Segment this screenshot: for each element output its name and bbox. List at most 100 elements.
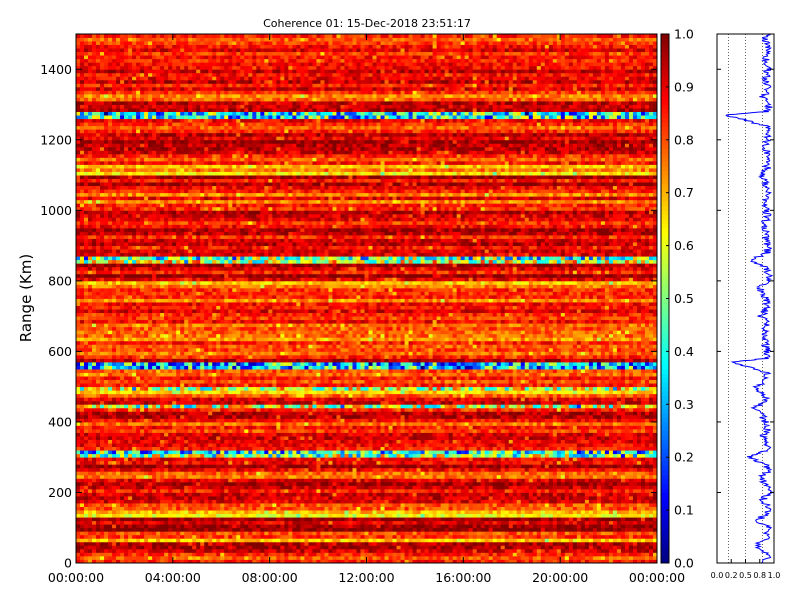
heatmap-cell [356,542,360,546]
heatmap-cell [621,552,625,556]
heatmap-cell [445,549,449,553]
heatmap-cell [409,521,413,525]
heatmap-cell [425,524,429,528]
heatmap-cell [613,531,617,535]
heatmap-cell [328,524,332,528]
heatmap-cell [292,531,296,535]
heatmap-cell [509,542,513,546]
heatmap-cell [88,521,92,525]
heatmap-cell [228,549,232,553]
heatmap-cell [413,552,417,556]
heatmap-cell [216,528,220,532]
heatmap-cell [457,549,461,553]
heatmap-cell [421,556,425,560]
heatmap-cell [477,545,481,549]
heatmap-cell [188,521,192,525]
heatmap-cell [581,549,585,553]
heatmap-cell [401,538,405,542]
heatmap-cell [589,521,593,525]
heatmap-cell [332,538,336,542]
heatmap-cell [120,531,124,535]
heatmap-cell [144,556,148,560]
heatmap-cell [409,552,413,556]
heatmap-cell [649,535,653,539]
heatmap-cell [397,531,401,535]
heatmap-cell [585,524,589,528]
heatmap-cell [112,535,116,539]
heatmap-cell [433,524,437,528]
heatmap-cell [196,556,200,560]
heatmap-cell [188,552,192,556]
heatmap-cell [236,528,240,532]
heatmap-cell [244,545,248,549]
heatmap-cell [88,542,92,546]
heatmap-cell [481,528,485,532]
heatmap-cell [469,545,473,549]
heatmap-cell [477,549,481,553]
heatmap-cell [280,531,284,535]
heatmap-cell [393,552,397,556]
heatmap-cell [377,556,381,560]
heatmap-cell [168,521,172,525]
heatmap-cell [513,545,517,549]
heatmap-cell [216,556,220,560]
heatmap-cell [429,552,433,556]
heatmap-cell [344,535,348,539]
heatmap-cell [156,545,160,549]
heatmap-cell [260,556,264,560]
heatmap-cell [633,542,637,546]
heatmap-cell [168,545,172,549]
heatmap-cell [365,521,369,525]
heatmap-cell [324,549,328,553]
heatmap-cell [493,552,497,556]
heatmap-cell [304,538,308,542]
heatmap-cell [348,542,352,546]
heatmap-cell [208,556,212,560]
heatmap-cell [200,552,204,556]
heatmap-cell [320,552,324,556]
heatmap-cell [324,542,328,546]
heatmap-cell [200,556,204,560]
heatmap-cell [577,549,581,553]
heatmap-cell [545,535,549,539]
heatmap-cell [421,552,425,556]
heatmap-cell [236,531,240,535]
heatmap-cell [581,556,585,560]
heatmap-cell [268,531,272,535]
heatmap-cell [120,535,124,539]
heatmap-cell [413,528,417,532]
heatmap-cell [296,549,300,553]
heatmap-cell [625,556,629,560]
heatmap-cell [629,552,633,556]
heatmap-cell [581,538,585,542]
heatmap-cell [577,545,581,549]
heatmap-cell [76,528,80,532]
heatmap-cell [344,549,348,553]
heatmap-cell [585,545,589,549]
heatmap-cell [244,552,248,556]
heatmap-cell [164,545,168,549]
heatmap-cell [108,521,112,525]
heatmap-cell [385,538,389,542]
heatmap-cell [216,531,220,535]
heatmap-cell [477,535,481,539]
heatmap-cell [208,535,212,539]
heatmap-cell [344,528,348,532]
heatmap-cell [521,521,525,525]
heatmap-cell [401,535,405,539]
heatmap-cell [344,521,348,525]
heatmap-cell [577,538,581,542]
heatmap-cell [553,521,557,525]
heatmap-cell [148,538,152,542]
heatmap-cell [589,538,593,542]
heatmap-cell [168,538,172,542]
heatmap-cell [80,552,84,556]
heatmap-cell [136,531,140,535]
heatmap-cell [188,528,192,532]
heatmap-cell [517,549,521,553]
heatmap-cell [224,552,228,556]
heatmap-cell [180,556,184,560]
heatmap-cell [433,535,437,539]
heatmap-cell [637,531,641,535]
heatmap-cell [453,545,457,549]
